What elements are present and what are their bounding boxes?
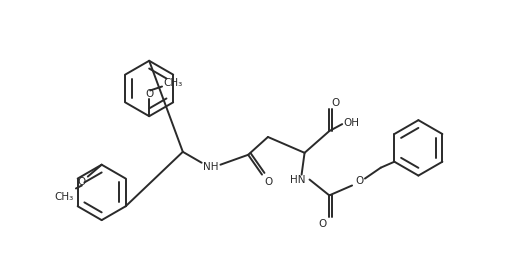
Text: OH: OH <box>343 118 359 128</box>
Text: CH₃: CH₃ <box>54 192 74 202</box>
Text: O: O <box>331 98 339 108</box>
Text: NH: NH <box>203 162 218 172</box>
Text: HN: HN <box>290 175 306 185</box>
Text: O: O <box>318 219 327 229</box>
Text: O: O <box>356 176 364 186</box>
Text: O: O <box>145 89 153 99</box>
Text: CH₃: CH₃ <box>163 78 183 88</box>
Text: O: O <box>78 176 86 186</box>
Text: O: O <box>265 176 273 186</box>
